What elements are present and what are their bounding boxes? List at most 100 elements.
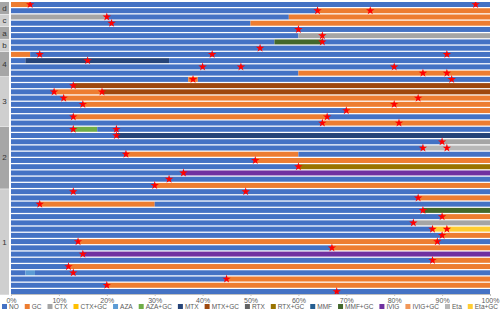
event-marker bbox=[251, 156, 259, 164]
segment bbox=[11, 83, 73, 88]
event-marker bbox=[150, 181, 158, 189]
segment bbox=[423, 146, 490, 151]
segment bbox=[322, 39, 490, 44]
event-marker bbox=[443, 144, 451, 152]
segment bbox=[442, 233, 490, 238]
event-marker bbox=[443, 50, 451, 58]
segment bbox=[11, 277, 227, 282]
legend-label: IVIG+GC bbox=[412, 303, 439, 310]
segment bbox=[73, 114, 327, 119]
segment bbox=[11, 127, 73, 132]
legend-label: CTX bbox=[55, 303, 69, 310]
segment bbox=[11, 114, 73, 119]
tick-mark bbox=[394, 294, 395, 296]
segment bbox=[11, 202, 40, 207]
event-marker bbox=[342, 106, 350, 114]
segment bbox=[274, 39, 322, 44]
segment bbox=[11, 152, 126, 157]
event-marker bbox=[36, 200, 44, 208]
group-band bbox=[0, 77, 9, 126]
legend-swatch bbox=[25, 304, 30, 309]
legend-swatch bbox=[379, 304, 384, 309]
event-marker bbox=[79, 250, 87, 258]
event-marker bbox=[79, 100, 87, 108]
legend-label: MMF+GC bbox=[345, 303, 374, 310]
group-label: d bbox=[2, 4, 6, 13]
legend-item: AZA bbox=[113, 303, 133, 310]
legend-swatch bbox=[245, 304, 250, 309]
event-marker bbox=[208, 50, 216, 58]
segment bbox=[102, 89, 490, 94]
legend-item: IVIG+GC bbox=[405, 303, 439, 310]
group-label: 3 bbox=[2, 97, 7, 106]
event-marker bbox=[447, 75, 455, 83]
legend-label: IVIG bbox=[386, 303, 399, 310]
tick-mark bbox=[346, 294, 347, 296]
segment bbox=[107, 14, 289, 19]
group-label: 2 bbox=[2, 153, 7, 162]
legend-item: MTX bbox=[178, 303, 199, 310]
event-marker bbox=[438, 137, 446, 145]
tick-mark bbox=[59, 294, 60, 296]
legend-swatch bbox=[113, 304, 118, 309]
event-marker bbox=[98, 87, 106, 95]
event-marker bbox=[59, 94, 67, 102]
event-marker bbox=[428, 256, 436, 264]
segment bbox=[413, 220, 490, 225]
segment bbox=[11, 252, 83, 257]
segment bbox=[11, 77, 188, 82]
event-marker bbox=[256, 44, 264, 52]
group-label: b bbox=[2, 41, 7, 50]
event-marker bbox=[103, 281, 111, 289]
segment bbox=[442, 139, 490, 144]
event-marker bbox=[165, 175, 173, 183]
event-marker bbox=[438, 231, 446, 239]
segment bbox=[11, 121, 322, 126]
segment bbox=[11, 170, 183, 175]
event-marker bbox=[74, 237, 82, 245]
event-marker bbox=[83, 56, 91, 64]
event-marker bbox=[26, 2, 34, 8]
event-marker bbox=[313, 6, 321, 14]
tick-mark bbox=[442, 294, 443, 296]
segment bbox=[11, 208, 423, 213]
event-marker bbox=[395, 119, 403, 127]
segment bbox=[11, 177, 490, 182]
legend-label: NO bbox=[9, 303, 19, 310]
event-marker bbox=[122, 150, 130, 158]
event-marker bbox=[69, 125, 77, 133]
segment bbox=[11, 96, 64, 101]
event-marker bbox=[69, 112, 77, 120]
event-marker bbox=[409, 218, 417, 226]
legend-label: RTX+GC bbox=[278, 303, 305, 310]
segment bbox=[11, 270, 25, 275]
tick-mark bbox=[490, 294, 491, 296]
segment bbox=[11, 52, 30, 57]
segment bbox=[11, 8, 318, 13]
segment bbox=[433, 227, 490, 232]
legend-swatch bbox=[48, 304, 53, 309]
event-marker bbox=[390, 62, 398, 70]
segment bbox=[30, 52, 490, 57]
legend-label: AZA+GC bbox=[146, 303, 172, 310]
legend-swatch bbox=[445, 304, 450, 309]
legend-swatch bbox=[310, 304, 315, 309]
tick-mark bbox=[251, 294, 252, 296]
event-marker bbox=[69, 187, 77, 195]
event-marker bbox=[390, 100, 398, 108]
group-band bbox=[0, 52, 9, 76]
segment bbox=[11, 71, 298, 76]
segment bbox=[251, 21, 491, 26]
legend-label: MMF bbox=[317, 303, 332, 310]
segment bbox=[83, 252, 490, 257]
segment bbox=[11, 21, 251, 26]
event-marker bbox=[333, 287, 341, 294]
segment bbox=[11, 245, 332, 250]
legend-item: Eta+GC bbox=[468, 303, 499, 310]
segment bbox=[11, 289, 490, 294]
segment bbox=[25, 270, 35, 275]
event-marker bbox=[443, 69, 451, 77]
event-marker bbox=[107, 19, 115, 27]
group-strip: dcab4321 bbox=[0, 2, 9, 295]
legend-item: AZA+GC bbox=[139, 303, 172, 310]
